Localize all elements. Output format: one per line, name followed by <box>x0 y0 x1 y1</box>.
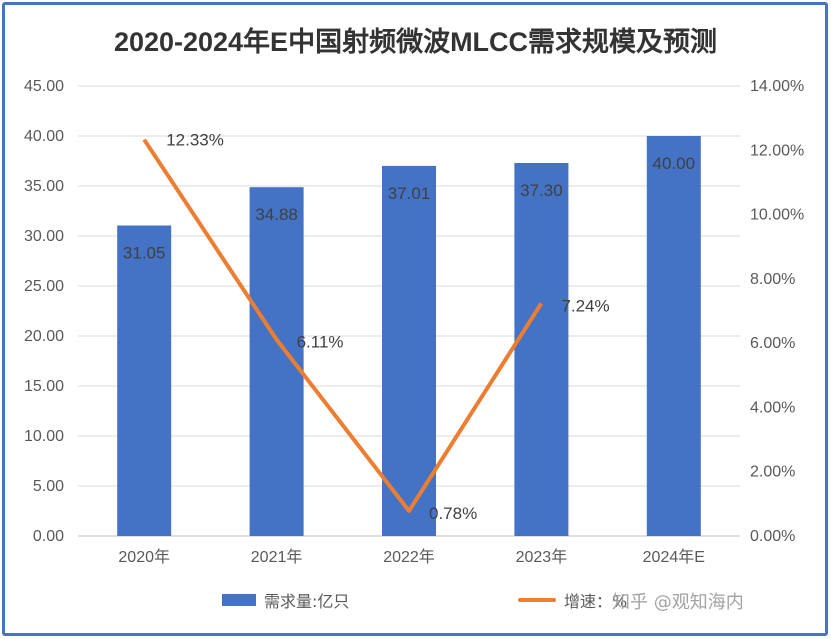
line-data-label: 12.33% <box>166 131 224 150</box>
watermark: 知乎 @观知海内 <box>612 592 744 613</box>
legend-label-line: 增速：% <box>564 592 628 611</box>
right-tick-label: 4.00% <box>750 399 795 416</box>
x-tick-label: 2024年E <box>643 548 705 566</box>
bar <box>382 165 436 536</box>
x-tick-label: 2023年 <box>516 548 568 566</box>
line-data-label: 0.78% <box>429 504 477 523</box>
line-data-label: 7.24% <box>561 296 609 315</box>
right-tick-label: 8.00% <box>750 271 795 288</box>
chart-title: 2020-2024年E中国射频微波MLCC需求规模及预测 <box>113 27 718 57</box>
legend-label-bar: 需求量:亿只 <box>264 592 350 611</box>
left-tick-label: 30.00 <box>24 228 64 245</box>
bar-data-label: 37.01 <box>388 184 431 203</box>
right-tick-label: 0.00% <box>750 528 795 545</box>
bar-data-label: 34.88 <box>255 205 298 224</box>
left-tick-label: 20.00 <box>24 328 64 345</box>
left-tick-label: 10.00 <box>24 428 64 445</box>
legend-swatch-bar <box>222 594 256 606</box>
left-tick-label: 35.00 <box>24 178 64 195</box>
line-data-label: 6.11% <box>297 333 344 352</box>
right-tick-label: 14.00% <box>750 78 804 95</box>
left-tick-label: 15.00 <box>24 378 64 395</box>
left-tick-label: 45.00 <box>24 78 64 95</box>
growth-line <box>142 138 544 513</box>
right-tick-label: 12.00% <box>750 142 804 159</box>
legend-swatch-line <box>518 598 556 602</box>
bar-data-label: 37.30 <box>520 181 563 200</box>
right-tick-label: 10.00% <box>750 207 804 224</box>
left-tick-label: 5.00 <box>33 478 64 495</box>
x-tick-label: 2021年 <box>251 548 303 566</box>
legend-item-line: 增速：% <box>518 588 627 612</box>
x-tick-label: 2022年 <box>383 548 435 566</box>
bar-data-label: 40.00 <box>653 154 696 173</box>
left-tick-label: 0.00 <box>33 528 64 545</box>
left-tick-label: 25.00 <box>24 278 64 295</box>
bar <box>646 136 701 536</box>
bar-data-label: 31.05 <box>123 244 166 263</box>
legend-item-bar: 需求量:亿只 <box>222 588 349 612</box>
x-tick-label: 2020年 <box>118 548 170 566</box>
left-tick-label: 40.00 <box>24 128 64 145</box>
bar <box>117 225 172 536</box>
right-tick-label: 2.00% <box>750 464 795 481</box>
right-tick-label: 6.00% <box>750 335 795 352</box>
bar <box>514 163 569 536</box>
